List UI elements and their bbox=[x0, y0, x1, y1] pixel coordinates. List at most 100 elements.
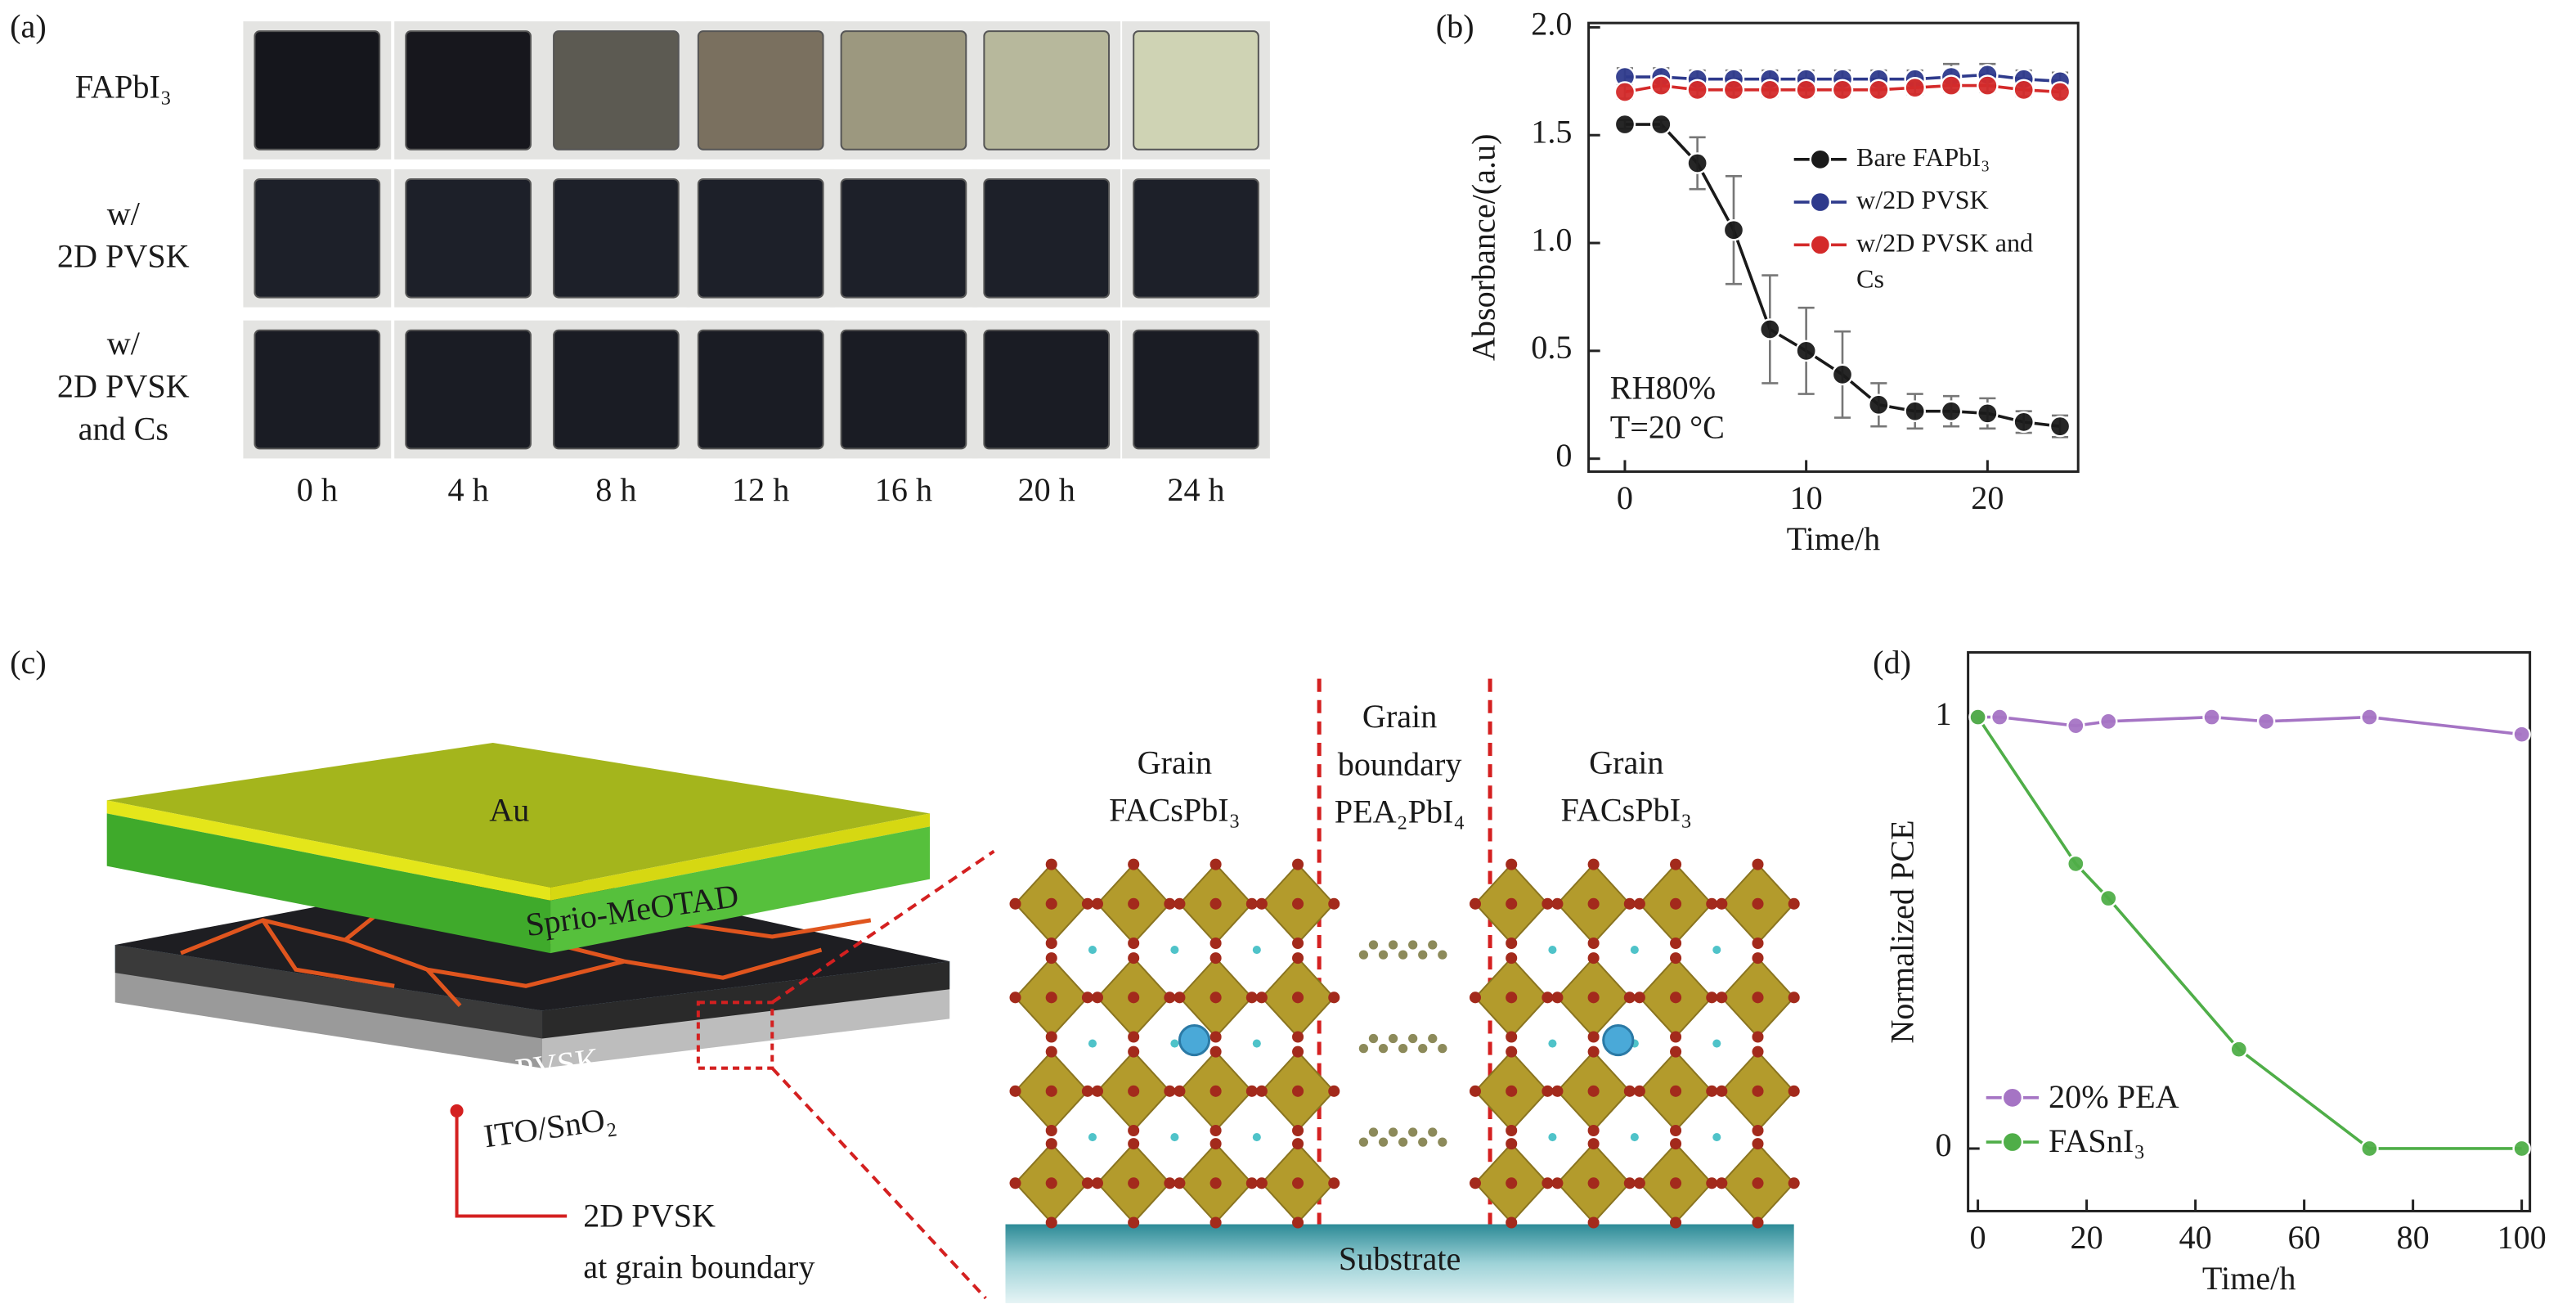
atom bbox=[1506, 991, 1518, 1004]
atom bbox=[1209, 1045, 1222, 1058]
atom bbox=[1670, 1045, 1682, 1058]
y-axis-label: Absorbance/(a.u) bbox=[1465, 134, 1501, 362]
atom bbox=[1009, 1177, 1021, 1189]
pea-chain bbox=[1438, 950, 1447, 960]
atom bbox=[1716, 1085, 1728, 1097]
atom bbox=[1045, 897, 1057, 910]
atom bbox=[1255, 897, 1268, 910]
y-tick-label: 1.0 bbox=[1531, 221, 1572, 258]
legend-label: w/2D PVSK bbox=[1856, 187, 1989, 216]
atom bbox=[1245, 991, 1258, 1004]
atom bbox=[1670, 897, 1682, 910]
legend-entry: w/2D PVSK and Cs bbox=[1856, 230, 2033, 294]
atom bbox=[1752, 991, 1764, 1004]
atom bbox=[1542, 991, 1554, 1004]
pea-chain bbox=[1388, 940, 1398, 950]
atom bbox=[1209, 952, 1222, 965]
x-tick-label: 20 bbox=[1971, 479, 2004, 516]
marker bbox=[1722, 218, 1745, 241]
film-photo bbox=[983, 329, 1111, 450]
atom bbox=[1081, 991, 1093, 1004]
series-line bbox=[1977, 716, 2522, 1150]
y-tick-label: 0.5 bbox=[1531, 329, 1572, 366]
legend-marker bbox=[2001, 1131, 2024, 1153]
cation bbox=[1088, 1039, 1097, 1048]
pea-chain bbox=[1368, 1127, 1379, 1137]
marker bbox=[1650, 74, 1672, 97]
atom bbox=[1009, 1085, 1021, 1097]
atom bbox=[1469, 1177, 1482, 1189]
marker bbox=[2256, 712, 2276, 731]
cation bbox=[1170, 1133, 1179, 1142]
pea-chain bbox=[1378, 1137, 1389, 1147]
pea-chain bbox=[1418, 950, 1428, 960]
atom bbox=[1670, 937, 1682, 950]
atom bbox=[1209, 858, 1222, 870]
marker bbox=[1831, 363, 1854, 386]
atom bbox=[1292, 1177, 1304, 1189]
atom bbox=[1623, 897, 1636, 910]
atom bbox=[1128, 1031, 1140, 1043]
marker bbox=[1686, 152, 1708, 174]
film-photo bbox=[697, 178, 824, 299]
pea-chain bbox=[1388, 1033, 1398, 1044]
zoom-line bbox=[770, 1067, 987, 1300]
atom bbox=[1670, 858, 1682, 870]
zoom-line bbox=[771, 849, 995, 1005]
atom bbox=[1469, 1085, 1482, 1097]
col-label: 20 h bbox=[1018, 471, 1075, 508]
atom bbox=[1551, 897, 1564, 910]
legend-marker bbox=[1809, 191, 1832, 214]
atom bbox=[1128, 1177, 1140, 1189]
atom bbox=[1128, 1124, 1140, 1137]
film-photo bbox=[840, 178, 967, 299]
marker bbox=[1650, 113, 1672, 136]
pvsk-side bbox=[114, 945, 543, 1039]
atom bbox=[1128, 1138, 1140, 1150]
zoom-box bbox=[696, 1000, 774, 1070]
atom bbox=[1623, 991, 1636, 1004]
cation bbox=[1548, 1039, 1557, 1048]
row-label: w/ bbox=[107, 195, 141, 232]
atom bbox=[1245, 897, 1258, 910]
legend-marker bbox=[1809, 234, 1832, 256]
atom bbox=[1542, 897, 1554, 910]
callout-label: 2D PVSK bbox=[583, 1198, 716, 1234]
marker bbox=[1904, 76, 1926, 99]
row-label: 2D PVSK bbox=[57, 238, 190, 275]
legend-entry: FASnI₃ bbox=[2049, 1124, 2145, 1160]
atom bbox=[1255, 991, 1268, 1004]
atom bbox=[1788, 1177, 1800, 1189]
atom bbox=[1045, 1124, 1057, 1137]
atom bbox=[1292, 952, 1304, 965]
pea-chain bbox=[1358, 1137, 1369, 1147]
marker bbox=[1795, 79, 1817, 101]
atom bbox=[1328, 1177, 1340, 1189]
atom bbox=[1506, 897, 1518, 910]
region-label: Grain bbox=[1138, 744, 1212, 780]
marker bbox=[1759, 318, 1781, 340]
atom bbox=[1716, 1177, 1728, 1189]
atom bbox=[1128, 1085, 1140, 1097]
legend-entry: 20% PEA bbox=[2049, 1079, 2179, 1116]
panel-label: (a) bbox=[10, 7, 47, 44]
marker bbox=[2098, 712, 2118, 731]
atom bbox=[1706, 991, 1718, 1004]
marker bbox=[1722, 79, 1745, 101]
x-tick-label: 40 bbox=[2179, 1219, 2212, 1256]
au-edge bbox=[106, 800, 551, 901]
pea-chain bbox=[1438, 1043, 1447, 1054]
cation bbox=[1712, 946, 1721, 955]
legend-label: 20% PEA bbox=[2049, 1079, 2179, 1116]
marker bbox=[2512, 725, 2531, 744]
callout-label: at grain boundary bbox=[583, 1248, 815, 1285]
atom bbox=[1752, 858, 1764, 870]
col-label: 4 h bbox=[448, 471, 489, 508]
atom bbox=[1587, 1085, 1600, 1097]
atom bbox=[1009, 991, 1021, 1004]
atom bbox=[1788, 897, 1800, 910]
marker bbox=[1968, 708, 1987, 726]
pea-chain bbox=[1368, 940, 1379, 950]
